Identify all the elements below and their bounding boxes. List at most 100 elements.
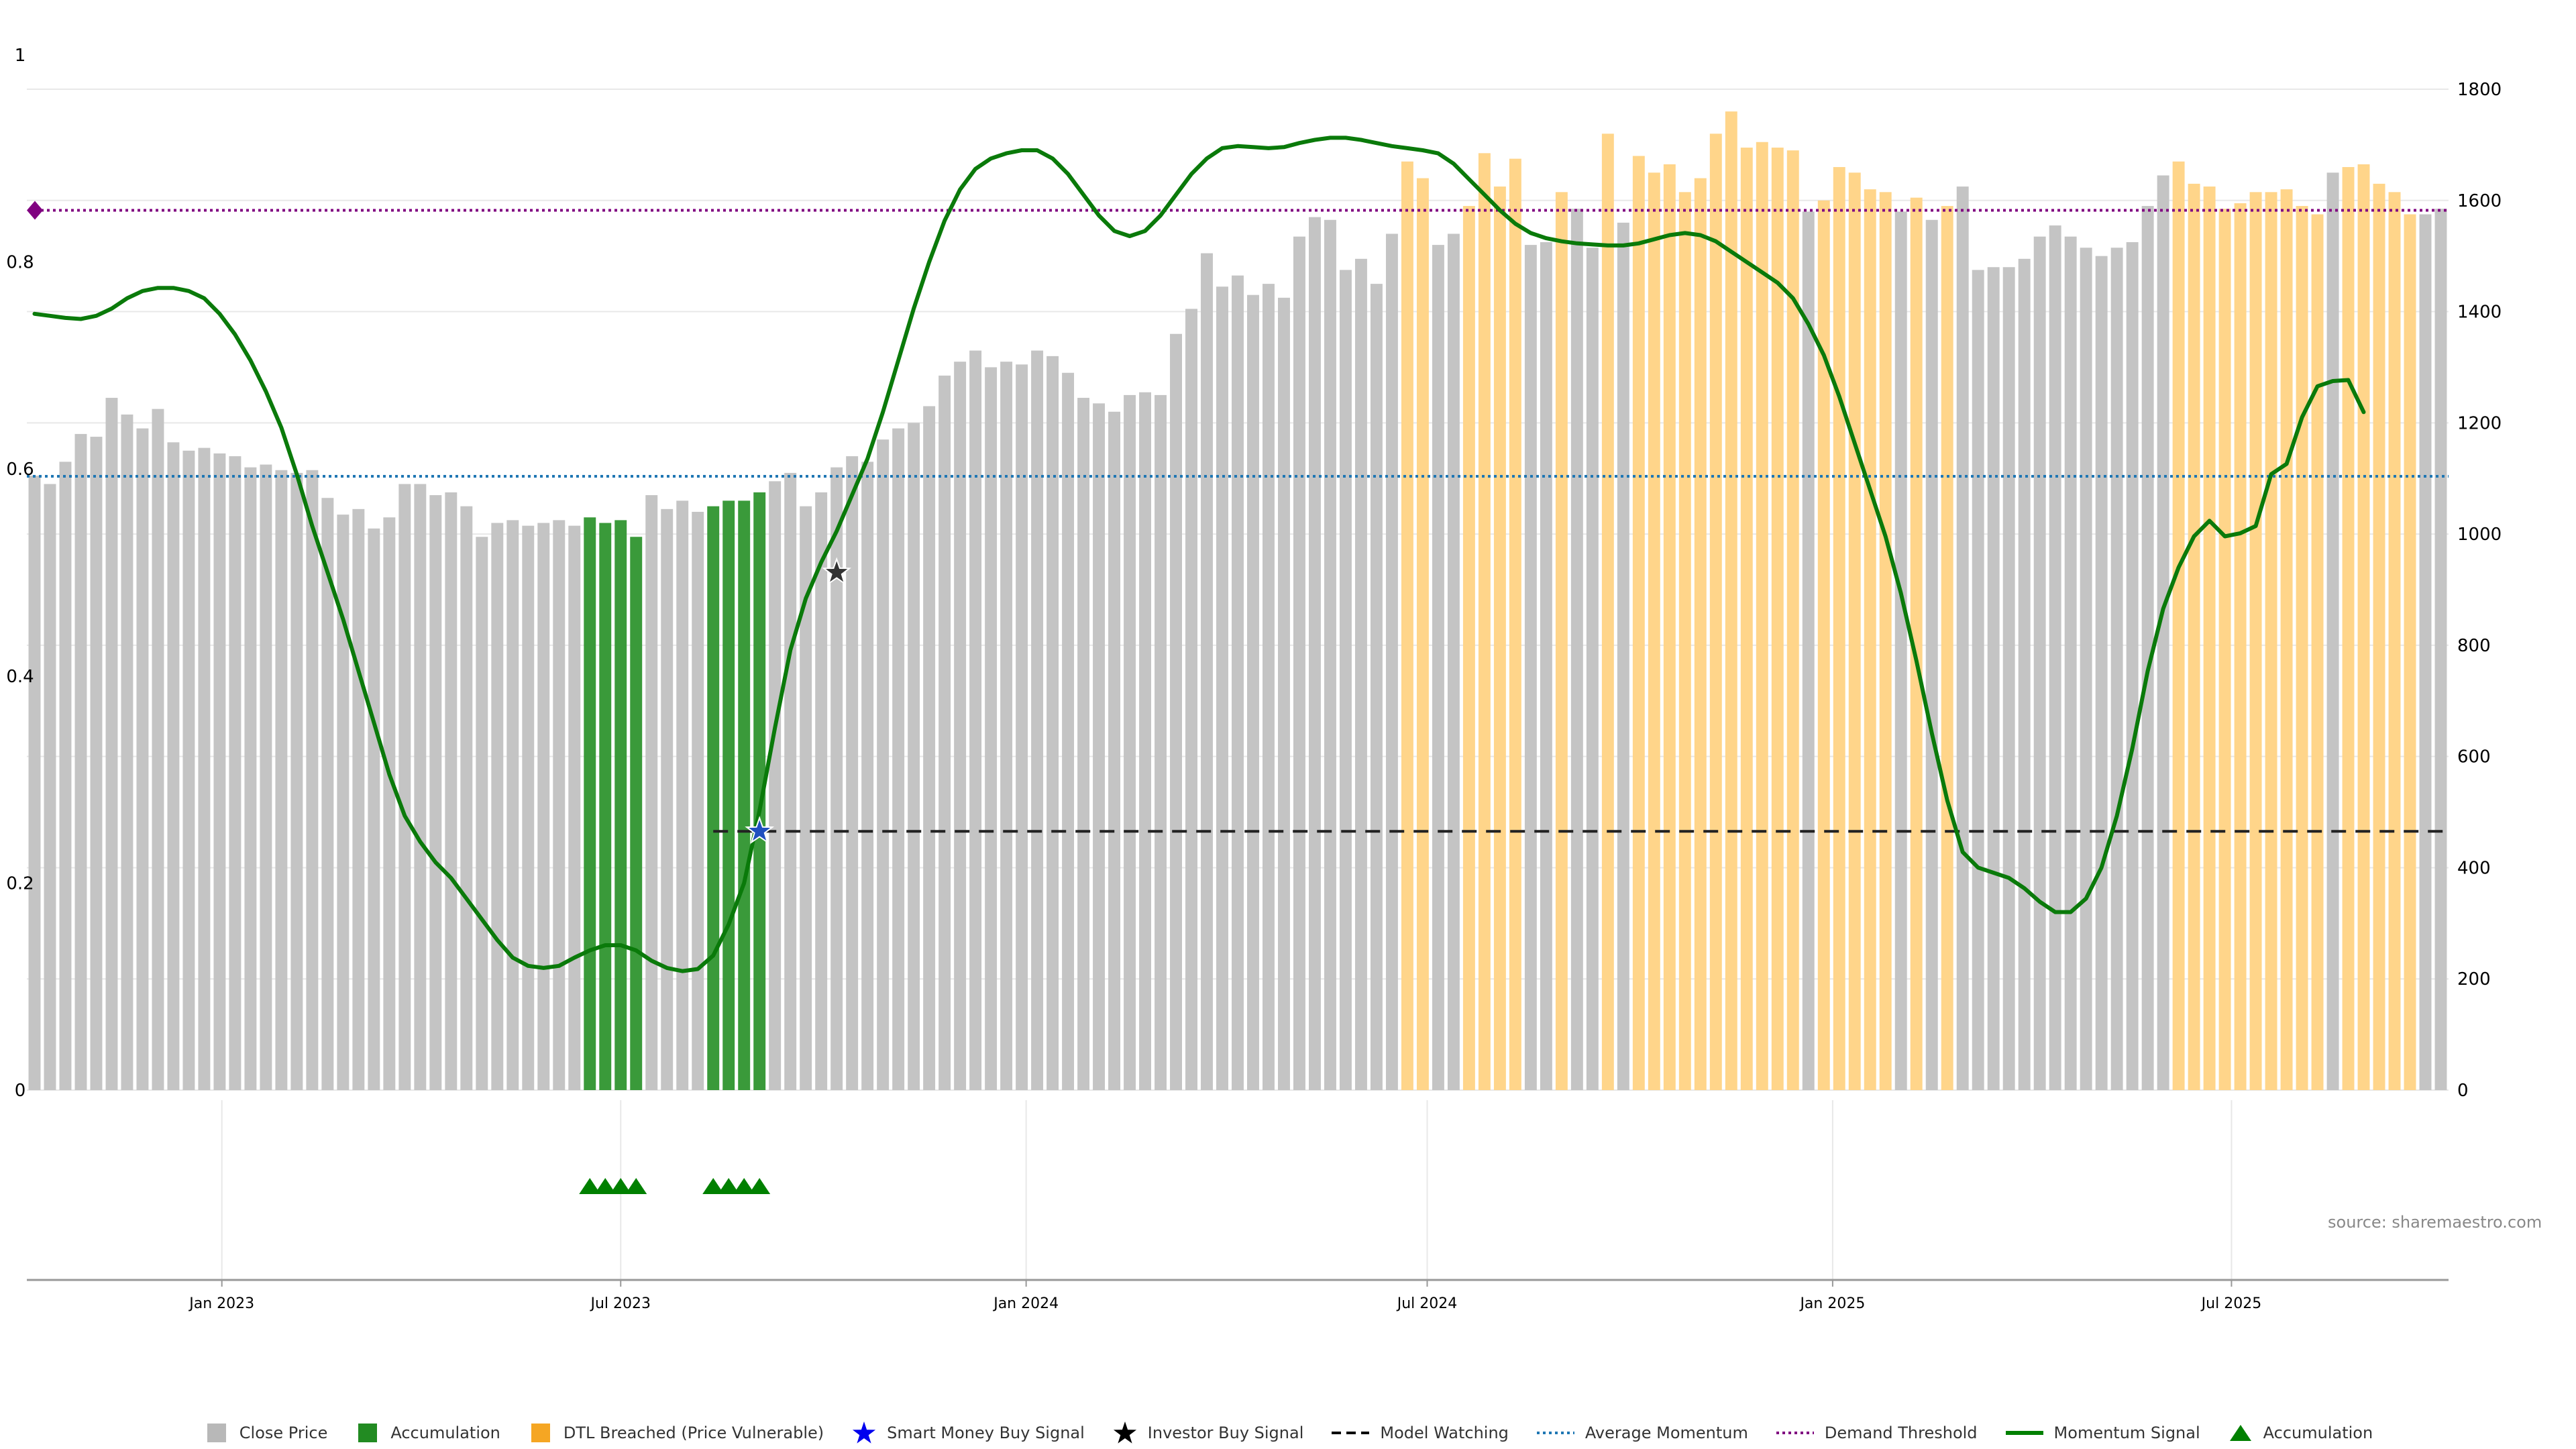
left-axis-tick-label: 0.8 bbox=[6, 253, 34, 273]
source-text: source: sharemaestro.com bbox=[2328, 1213, 2542, 1232]
legend-dotted-line-icon bbox=[1536, 1432, 1574, 1434]
dtl-breached-bar bbox=[1694, 178, 1707, 1091]
legend-square-icon bbox=[358, 1424, 378, 1442]
axis-layer: 0 0.2 0.4 0.6 0.8 1 0 200 400 600 800 1000 1200 1400 1… bbox=[6, 46, 2502, 1312]
bars-layer bbox=[28, 111, 2447, 1091]
dtl-breached-bar bbox=[1709, 133, 1722, 1090]
legend-item: Momentum Signal bbox=[2004, 1421, 2200, 1445]
accumulation-marker bbox=[610, 1178, 632, 1194]
close-price-bar bbox=[1077, 398, 1090, 1090]
dtl-breached-bar bbox=[1740, 148, 1753, 1091]
close-price-bar bbox=[1139, 392, 1152, 1091]
legend-item: DTL Breached (Price Vulnerable) bbox=[527, 1421, 824, 1445]
close-price-bar bbox=[969, 350, 982, 1090]
close-price-bar bbox=[676, 500, 689, 1090]
dtl-breached-bar bbox=[1910, 197, 1923, 1091]
legend-item: Average Momentum bbox=[1536, 1421, 1748, 1445]
close-price-bar bbox=[136, 428, 149, 1090]
close-price-bar bbox=[275, 470, 288, 1090]
legend-dotted-line-icon bbox=[1776, 1432, 1814, 1434]
dtl-breached-bar bbox=[1632, 156, 1645, 1090]
accumulation-bar bbox=[753, 492, 766, 1090]
close-price-bar bbox=[229, 456, 241, 1090]
dtl-breached-bar bbox=[1725, 111, 1737, 1091]
close-price-bar bbox=[1802, 211, 1815, 1090]
close-price-bar bbox=[2326, 172, 2339, 1090]
close-price-bar bbox=[1185, 309, 1197, 1090]
close-price-bar bbox=[2419, 214, 2432, 1090]
right-axis-tick-label: 0 bbox=[2457, 1081, 2469, 1101]
close-price-bar bbox=[506, 520, 519, 1090]
close-price-bar bbox=[1370, 284, 1383, 1091]
dtl-breached-bar bbox=[1401, 161, 1413, 1090]
close-price-bar bbox=[2126, 241, 2139, 1090]
dtl-breached-bar bbox=[1478, 153, 1491, 1090]
close-price-bar bbox=[537, 523, 550, 1090]
dtl-breached-bar bbox=[2296, 206, 2308, 1091]
accumulation-marker bbox=[733, 1178, 755, 1194]
close-price-bar bbox=[1124, 394, 1136, 1090]
close-price-bar bbox=[1247, 294, 1259, 1090]
close-price-bar bbox=[167, 442, 180, 1090]
dtl-breached-bar bbox=[2373, 183, 2385, 1090]
close-price-bar bbox=[244, 467, 257, 1090]
x-axis-tick-label: Jan 2023 bbox=[188, 1295, 254, 1312]
right-axis-tick-label: 1400 bbox=[2457, 303, 2502, 323]
close-price-bar bbox=[2110, 248, 2123, 1090]
legend-item: Model Watching bbox=[1330, 1421, 1509, 1445]
close-price-bar bbox=[260, 464, 272, 1090]
legend-triangle-icon bbox=[2229, 1425, 2251, 1441]
dtl-breached-bar bbox=[1879, 192, 1892, 1090]
close-price-bar bbox=[290, 472, 303, 1090]
dtl-breached-bar bbox=[1509, 158, 1521, 1091]
close-price-bar bbox=[105, 398, 118, 1090]
close-price-bar bbox=[59, 462, 72, 1090]
left-axis-tick-label: 0 bbox=[15, 1081, 26, 1101]
left-axis-tick-label: 0.4 bbox=[6, 667, 34, 687]
close-price-bar bbox=[1108, 411, 1121, 1090]
dtl-breached-bar bbox=[1848, 172, 1861, 1090]
close-price-bar bbox=[398, 484, 411, 1090]
legend-item: Accumulation bbox=[2227, 1421, 2373, 1445]
right-axis-tick-label: 400 bbox=[2457, 858, 2491, 878]
legend-label: Momentum Signal bbox=[2053, 1424, 2200, 1442]
legend-item: Smart Money Buy Signal bbox=[851, 1421, 1085, 1445]
close-price-bar bbox=[429, 495, 442, 1090]
close-price-bar bbox=[1216, 286, 1228, 1090]
left-axis-tick-label: 0.6 bbox=[6, 460, 34, 480]
close-price-bar bbox=[1062, 372, 1075, 1090]
close-price-bar bbox=[1972, 270, 1984, 1090]
close-price-bar bbox=[1432, 245, 1444, 1091]
accumulation-marker bbox=[749, 1178, 771, 1194]
right-axis-tick-label: 600 bbox=[2457, 747, 2491, 767]
close-price-bar bbox=[1278, 297, 1290, 1090]
close-price-bar bbox=[2002, 267, 2015, 1091]
legend-label: DTL Breached (Price Vulnerable) bbox=[563, 1424, 824, 1442]
close-price-bar bbox=[1570, 209, 1583, 1090]
dtl-breached-bar bbox=[2234, 203, 2247, 1090]
legend-item: Investor Buy Signal bbox=[1112, 1421, 1303, 1445]
close-price-bar bbox=[553, 520, 566, 1090]
close-price-bar bbox=[645, 495, 658, 1090]
accumulation-bar bbox=[707, 506, 720, 1090]
close-price-bar bbox=[1339, 270, 1352, 1090]
close-price-bar bbox=[2080, 248, 2092, 1090]
accumulation-bar bbox=[614, 520, 627, 1090]
legend-square-icon bbox=[531, 1424, 550, 1442]
accumulation-marker bbox=[579, 1178, 601, 1194]
close-price-bar bbox=[460, 506, 473, 1090]
close-price-bar bbox=[1309, 217, 1321, 1091]
close-price-bar bbox=[198, 447, 211, 1090]
close-price-bar bbox=[321, 498, 334, 1090]
legend-item: Accumulation bbox=[354, 1421, 500, 1445]
legend-item: Close Price bbox=[203, 1421, 327, 1445]
legend-square-icon bbox=[207, 1424, 226, 1442]
dtl-breached-bar bbox=[1493, 186, 1506, 1090]
close-price-bar bbox=[846, 456, 859, 1090]
close-price-bar bbox=[44, 484, 56, 1090]
close-price-bar bbox=[2049, 225, 2061, 1091]
close-price-bar bbox=[337, 515, 350, 1090]
close-price-bar bbox=[1894, 211, 1907, 1090]
right-axis-tick-label: 1800 bbox=[2457, 80, 2502, 100]
x-axis-tick-label: Jan 2025 bbox=[1799, 1295, 1865, 1312]
